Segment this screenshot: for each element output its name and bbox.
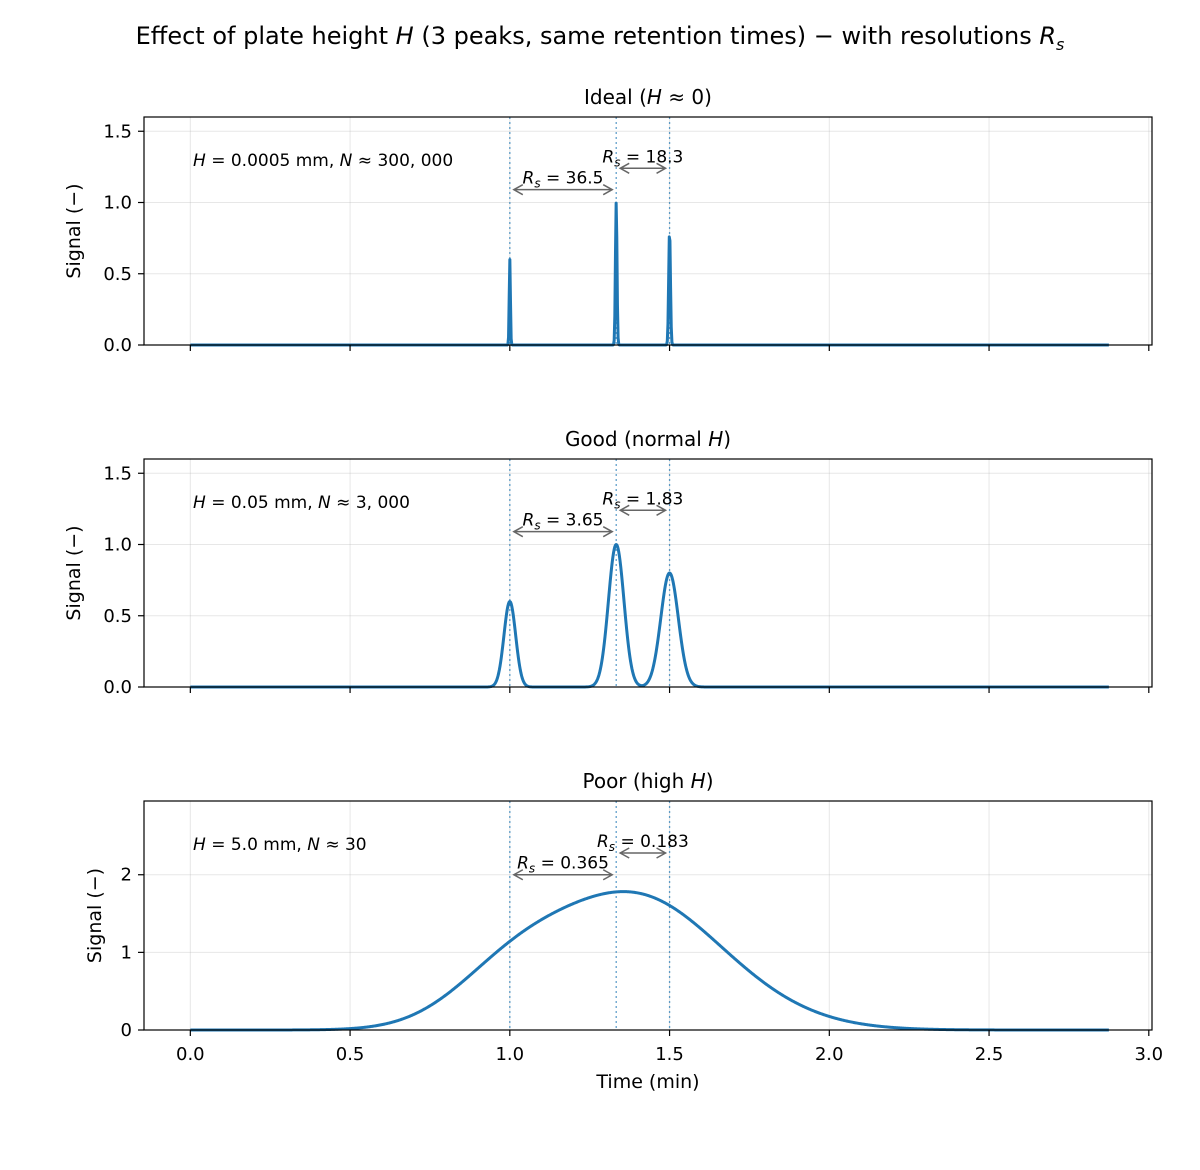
y-tick-label: 0.5: [103, 264, 132, 285]
panel-3: 0 1 2 0.0 0.5 1.0 1.5 2.0 2.5 3.0 Poor (high H) Sig…: [84, 769, 1163, 1093]
x-tick-label: 2.5: [975, 1044, 1004, 1065]
panel-title: Ideal (H ≈ 0): [584, 85, 712, 109]
plate-height-annotation: H = 5.0 mm, N ≈ 30: [193, 835, 367, 855]
resolution-label: Rs = 36.5: [523, 169, 604, 191]
resolution-label: Rs = 1.83: [602, 489, 683, 511]
arrow-head-right: [602, 526, 614, 538]
y-tick-label: 1.0: [103, 193, 132, 214]
y-tick-label: 0: [121, 1020, 132, 1041]
x-tick-label: 1.0: [495, 1044, 524, 1065]
panel-title: Good (normal H): [565, 427, 731, 451]
panel-1: 0.0 0.5 1.0 1.5 Ideal (H ≈ 0) Signal (−) H = 0…: [63, 85, 1153, 356]
arrow-head-right: [602, 869, 614, 881]
plate-height-annotation: H = 0.0005 mm, N ≈ 300, 000: [193, 151, 453, 171]
y-tick-label: 1.0: [103, 535, 132, 556]
arrow-head-left: [618, 162, 630, 174]
y-tick-label: 1.5: [103, 463, 132, 484]
arrow-head-right: [602, 184, 614, 196]
plate-height-annotation: H = 0.05 mm, N ≈ 3, 000: [193, 493, 410, 513]
y-tick-label: 2: [121, 865, 132, 886]
axes-frame: [143, 116, 1153, 346]
y-tick-label: 0.0: [103, 677, 132, 698]
arrow-head-right: [656, 162, 668, 174]
y-axis-label: Signal (−): [84, 868, 106, 963]
y-tick-label: 0.0: [103, 335, 132, 356]
x-tick-label: 2.0: [815, 1044, 844, 1065]
panel-title: Poor (high H): [582, 769, 713, 793]
resolution-label: Rs = 18.3: [602, 147, 683, 169]
y-tick-label: 1.5: [103, 121, 132, 142]
axes-frame: [143, 800, 1153, 1031]
x-tick-label: 3.0: [1134, 1044, 1163, 1065]
x-axis-label: Time (min): [595, 1071, 699, 1093]
arrow-head-left: [618, 504, 630, 516]
y-axis-label: Signal (−): [63, 183, 85, 278]
figure-title: Effect of plate height H (3 peaks, same …: [136, 22, 1065, 54]
arrow-head-left: [512, 869, 524, 881]
axes-frame: [143, 458, 1153, 688]
x-tick-label: 0.0: [176, 1044, 205, 1065]
x-tick-label: 0.5: [336, 1044, 365, 1065]
panels: 0.0 0.5 1.0 1.5 Ideal (H ≈ 0) Signal (−) H = 0…: [63, 85, 1163, 1093]
arrow-head-left: [512, 184, 524, 196]
y-tick-label: 1: [121, 942, 132, 963]
y-tick-label: 0.5: [103, 606, 132, 627]
resolution-label: Rs = 0.365: [517, 854, 609, 876]
panel-2: 0.0 0.5 1.0 1.5 Good (normal H) Signal (−) H =…: [63, 427, 1153, 698]
arrow-head-right: [656, 847, 668, 859]
resolution-label: Rs = 0.183: [597, 832, 689, 854]
arrow-head-left: [512, 526, 524, 538]
arrow-head-right: [656, 504, 668, 516]
resolution-label: Rs = 3.65: [523, 511, 604, 533]
x-tick-label: 1.5: [655, 1044, 684, 1065]
y-axis-label: Signal (−): [63, 525, 85, 620]
arrow-head-left: [618, 847, 630, 859]
